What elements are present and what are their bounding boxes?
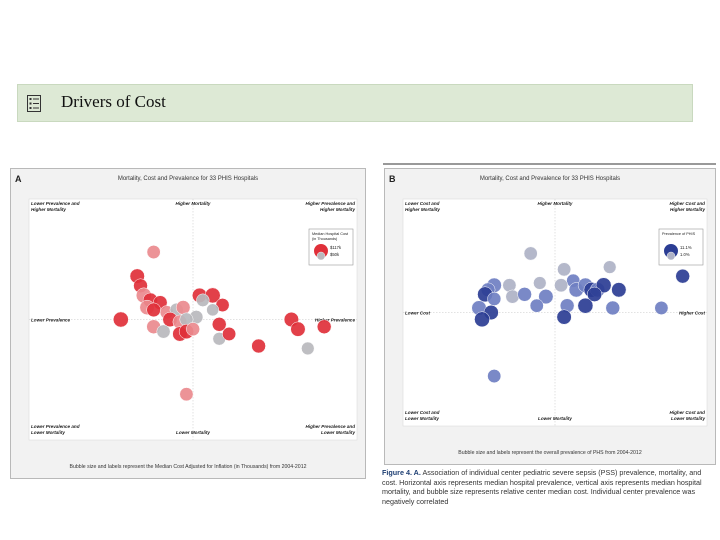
quadrant-label-bottom-left: Lower Mortality xyxy=(31,430,65,435)
bubble-point xyxy=(474,311,490,328)
bubble-point xyxy=(301,341,315,356)
quadrant-label-top-right: Higher Mortality xyxy=(320,207,355,212)
legend-label: $50k xyxy=(330,252,340,257)
legend-label: 1.0% xyxy=(680,252,690,257)
bubble-point xyxy=(556,309,572,325)
panel-letter: A xyxy=(15,174,22,184)
chart-title: Mortality, Cost and Prevalence for 33 PH… xyxy=(118,176,258,182)
bubble-point xyxy=(196,293,210,307)
legend-label: $117k xyxy=(330,245,342,250)
quadrant-label-top-center: Higher Mortality xyxy=(176,201,211,206)
bubble-point xyxy=(675,268,690,284)
legend: Median Hospital Cost(in Thousands) $117k $… xyxy=(308,228,354,266)
panel-divider xyxy=(383,163,716,165)
figure-caption: Figure 4. A. Association of individual c… xyxy=(382,468,718,506)
chart-footnote: Bubble size and labels represent the Med… xyxy=(70,464,307,470)
quadrant-label-bottom-center: Lower Mortality xyxy=(538,416,572,421)
bubble-point xyxy=(605,300,621,316)
bubble-point xyxy=(222,327,237,341)
bubble-point xyxy=(517,287,532,302)
bubble-point xyxy=(146,302,161,318)
list-icon xyxy=(27,95,41,112)
quadrant-label-bottom-right: Lower Mortality xyxy=(321,430,355,435)
bubble-point xyxy=(523,246,538,261)
bubble-point xyxy=(487,369,502,384)
quadrant-label-mid-right: Higher Cost xyxy=(679,311,706,316)
quadrant-label-top-left: Lower Cost and xyxy=(405,201,440,206)
bubble-point xyxy=(533,276,547,290)
bubble-point xyxy=(487,291,502,306)
legend-title: Prevalence of PHIS xyxy=(662,232,696,236)
bubble-point xyxy=(554,278,569,293)
legend-title: (in Thousands) xyxy=(312,237,338,241)
chart-panel-b: B Mortality, Cost and Prevalence for 33 P… xyxy=(384,168,716,465)
bubble-point xyxy=(175,300,191,315)
quadrant-label-bottom-left: Lower Prevalence and xyxy=(31,424,80,429)
quadrant-label-bottom-right: Lower Mortality xyxy=(671,416,705,421)
caption-text: Association of individual center pediatr… xyxy=(382,468,702,506)
bubble-point xyxy=(538,289,554,305)
caption-label: Figure 4. A. xyxy=(382,468,421,477)
bubble-point xyxy=(577,297,594,314)
legend-marker-small xyxy=(316,251,326,261)
quadrant-label-top-left: Higher Mortality xyxy=(405,207,440,212)
legend-label: 11.1% xyxy=(680,245,692,250)
chart-a: A Mortality, Cost and Prevalence for 33 P… xyxy=(15,174,358,470)
bubble-point xyxy=(206,303,220,317)
quadrant-label-top-right: Higher Cost and xyxy=(670,201,706,206)
quadrant-label-bottom-left: Lower Cost and xyxy=(405,410,440,415)
bubble-point xyxy=(529,298,544,313)
quadrant-label-mid-right: Higher Prevalence xyxy=(315,318,356,323)
bubble-point xyxy=(603,260,617,274)
bubble-point xyxy=(654,301,669,315)
page-title: Drivers of Cost xyxy=(61,92,166,111)
legend-marker-small xyxy=(666,251,676,261)
bubble-point xyxy=(146,245,161,259)
bubble-point xyxy=(156,324,171,339)
legend: Prevalence of PHIS 11.1% 1.0% xyxy=(658,228,704,266)
quadrant-label-top-center: Higher Mortality xyxy=(538,201,573,206)
bubble-point xyxy=(290,321,306,337)
quadrant-label-bottom-left: Lower Mortality xyxy=(405,416,439,421)
slide-header: Drivers of Cost xyxy=(17,84,693,122)
quadrant-label-top-left: Lower Prevalence and xyxy=(31,201,80,206)
bubble-point xyxy=(316,319,332,334)
bubble-point xyxy=(586,286,603,302)
bubble-point xyxy=(557,262,572,277)
bubble-point xyxy=(186,322,200,337)
quadrant-label-top-right: Higher Mortality xyxy=(670,207,705,212)
bubble-point xyxy=(611,282,627,298)
quadrant-label-bottom-center: Lower Mortality xyxy=(176,430,210,435)
bubble-point xyxy=(251,338,266,354)
quadrant-label-bottom-right: Higher Prevalence and xyxy=(305,424,355,429)
bubble-point xyxy=(211,317,227,332)
chart-footnote: Bubble size and labels represent the ove… xyxy=(458,450,642,456)
chart-b: B Mortality, Cost and Prevalence for 33 P… xyxy=(389,174,708,456)
quadrant-label-mid-left: Lower Prevalence xyxy=(31,318,71,323)
bubble-point xyxy=(505,289,520,304)
chart-title: Mortality, Cost and Prevalence for 33 PH… xyxy=(480,176,620,182)
bubble-point xyxy=(179,387,194,402)
quadrant-label-mid-left: Lower Cost xyxy=(405,311,430,316)
quadrant-label-top-left: Higher Mortality xyxy=(31,207,66,212)
legend-title: Median Hospital Cost xyxy=(312,232,349,236)
quadrant-label-bottom-right: Higher Cost and xyxy=(670,410,706,415)
panel-letter: B xyxy=(389,174,396,184)
bubble-point xyxy=(112,311,129,328)
quadrant-label-top-right: Higher Prevalence and xyxy=(305,201,355,206)
chart-panel-a: A Mortality, Cost and Prevalence for 33 P… xyxy=(10,168,366,479)
